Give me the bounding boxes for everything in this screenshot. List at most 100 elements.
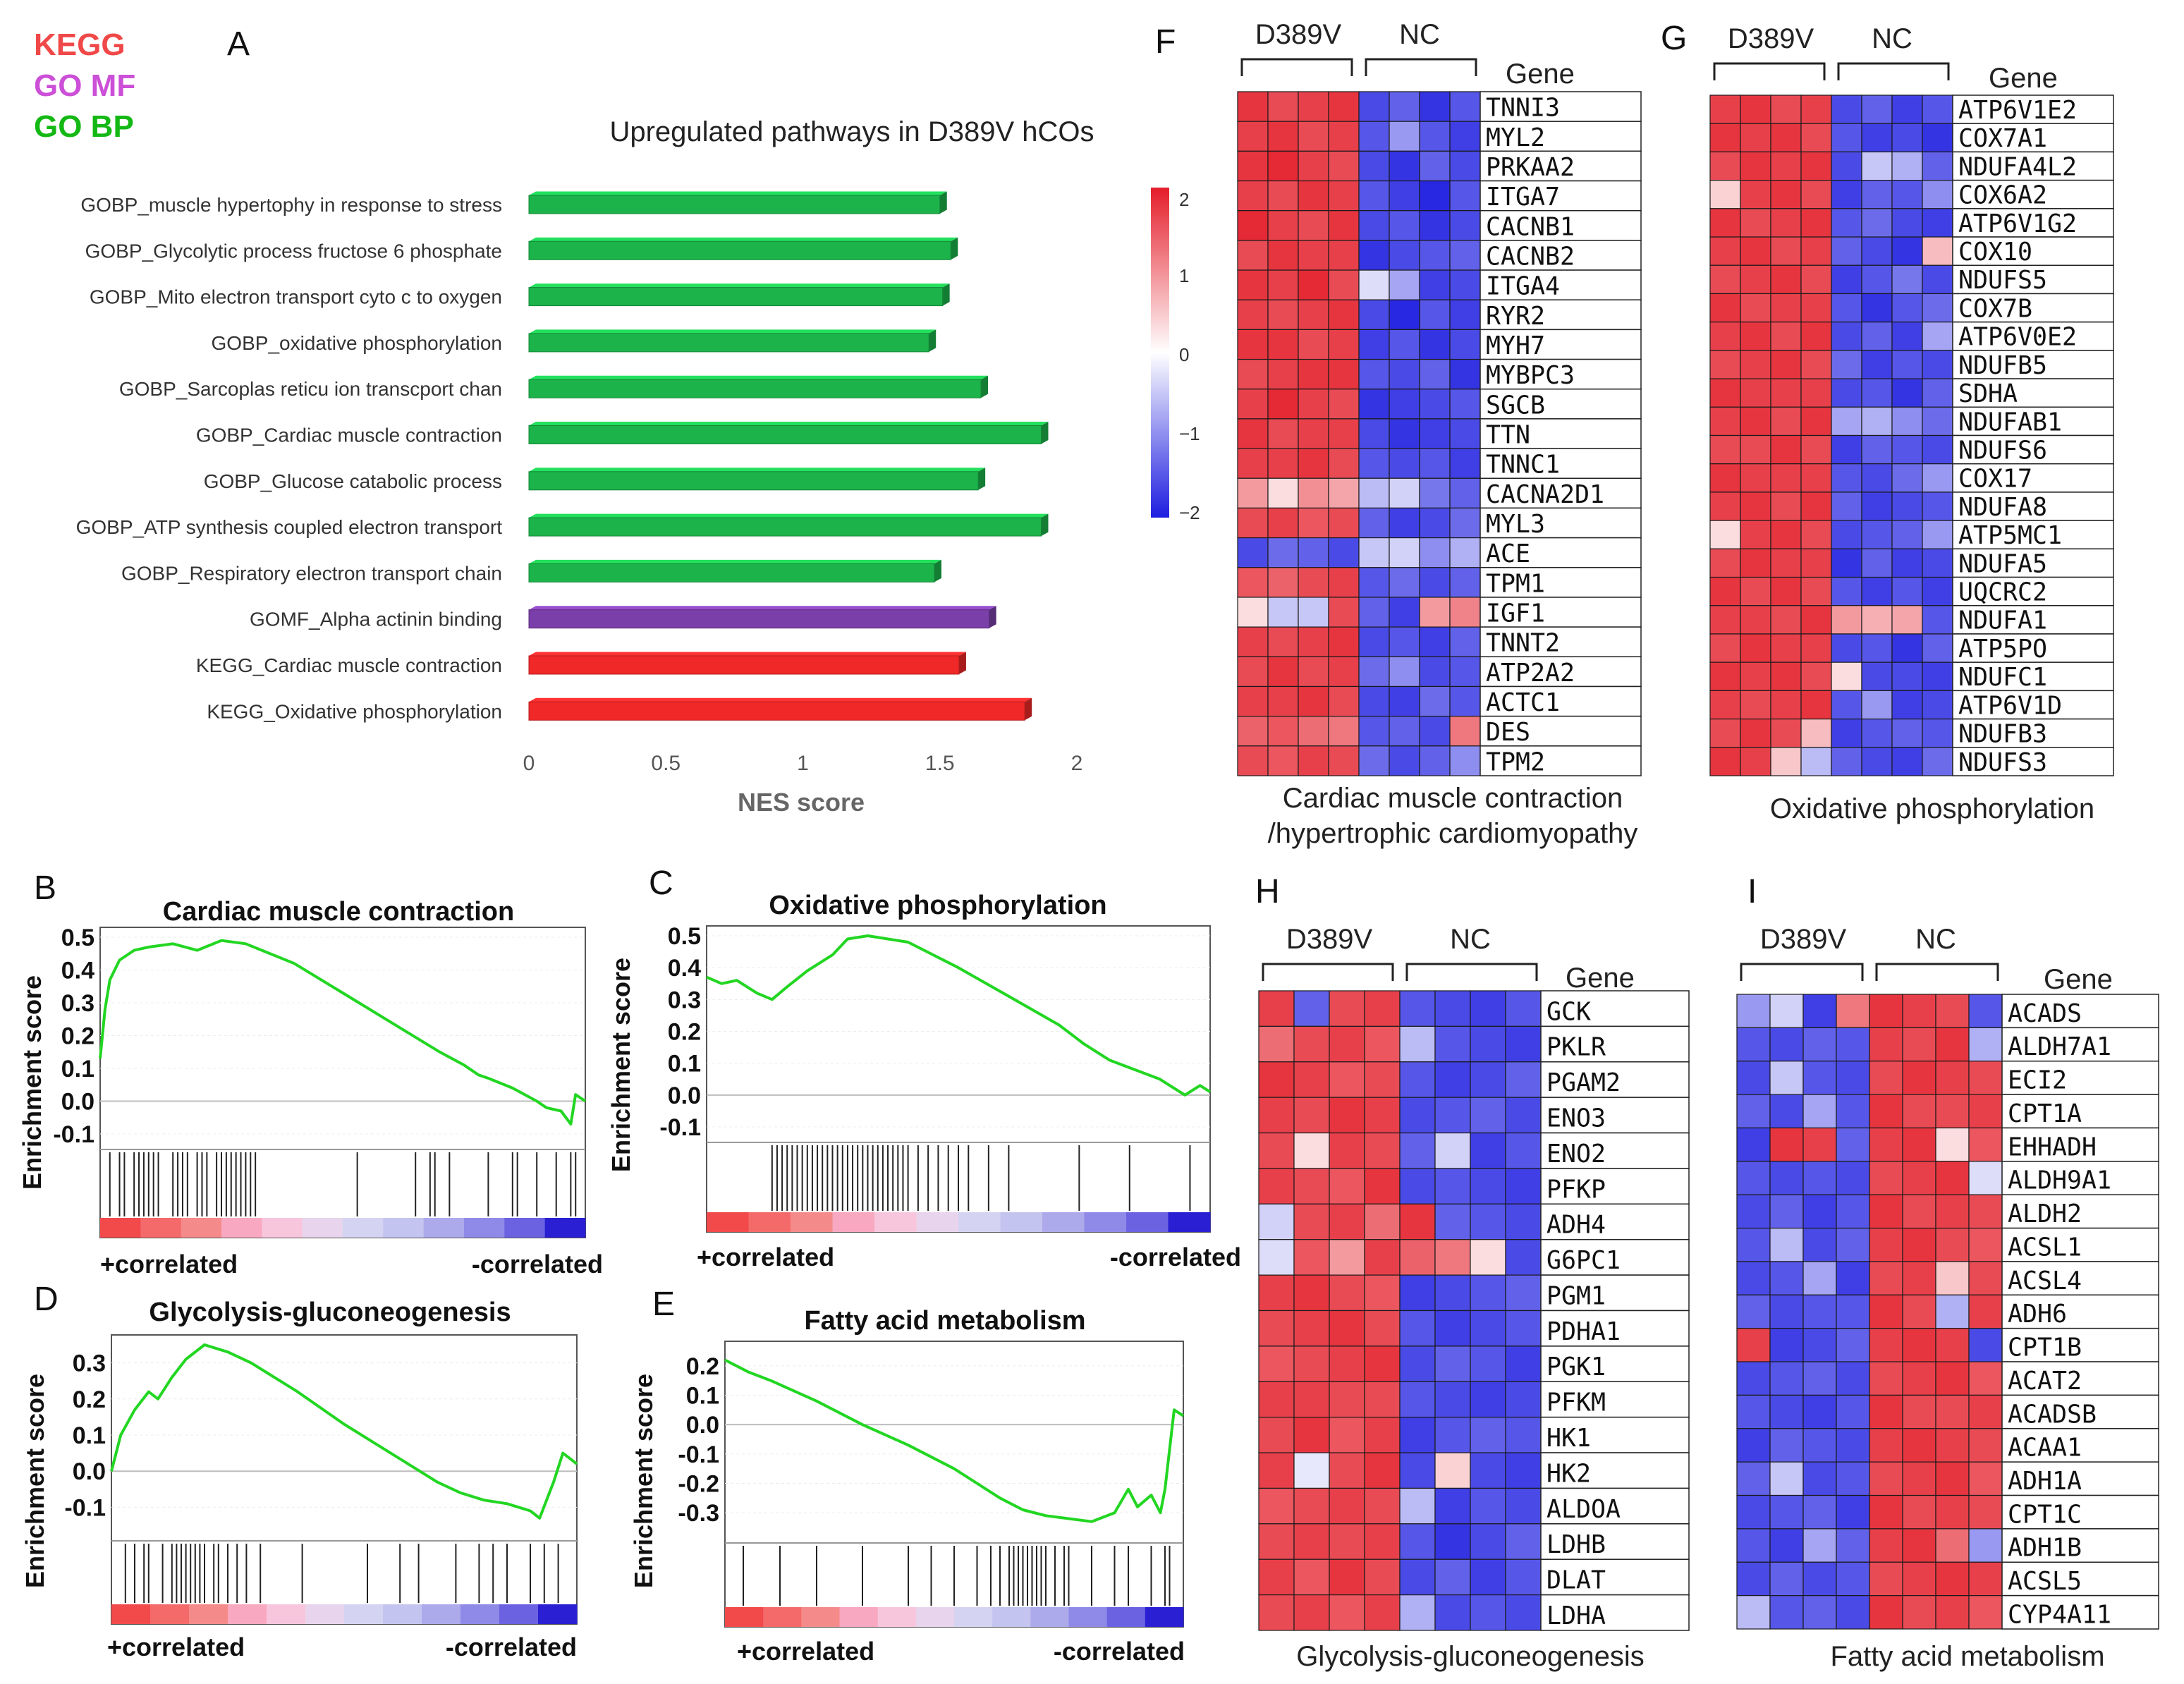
- heatmap-gene-cell: [1540, 1523, 1690, 1560]
- heatmap-cell: [1329, 1417, 1365, 1453]
- heatmap-cell: [1267, 389, 1299, 420]
- panel-letter-b: B: [34, 870, 56, 907]
- heatmap-cell: [1709, 463, 1741, 493]
- heatmap-cell: [1770, 690, 1802, 720]
- heatmap-cell: [1800, 208, 1832, 238]
- heatmap-gene-label: ACADS: [2008, 999, 2082, 1028]
- heatmap-cell: [1328, 567, 1360, 598]
- heatmap-gene-label: IGF1: [1486, 599, 1545, 628]
- heatmap-cell: [1831, 264, 1862, 295]
- heatmap-cell: [1922, 94, 1953, 124]
- heatmap-gene-label: ATP6V1G2: [1958, 209, 2077, 238]
- bar-top-face: [529, 559, 941, 564]
- heatmap-cell: [1298, 745, 1329, 776]
- heatmap-cell: [1328, 716, 1360, 747]
- heatmap-cell: [1891, 434, 1923, 465]
- heatmap-gene-cell: [1952, 264, 2114, 295]
- color-scale-label-neg1: −1: [1179, 423, 1200, 444]
- bar-front-face: [528, 701, 1025, 721]
- heatmap-cell: [1449, 656, 1481, 688]
- heatmap-cell: [1505, 1346, 1542, 1382]
- heatmap-cell: [1935, 1061, 1970, 1095]
- heatmap-gene-label: ECI2: [2008, 1066, 2067, 1095]
- heatmap-gene-label: ALDOA: [1547, 1495, 1621, 1524]
- heatmap-cell: [1329, 1239, 1365, 1276]
- heatmap-cell: [1800, 180, 1832, 209]
- gsea-y-tick-label: 0.0: [61, 1089, 94, 1116]
- heatmap-cell: [1831, 576, 1862, 606]
- heatmap-cell: [1869, 1494, 1903, 1530]
- heatmap-cell: [1419, 329, 1451, 360]
- gsea-rank-strip-segment: [383, 1218, 425, 1238]
- heatmap-cell: [1298, 269, 1329, 300]
- heatmap-cell: [1358, 240, 1390, 271]
- heatmap-cell: [1293, 1061, 1330, 1098]
- heatmap-cell: [1968, 1161, 2003, 1195]
- heatmap-cell: [1709, 94, 1741, 124]
- heatmap-cell: [1237, 121, 1269, 152]
- heatmap-cell: [1736, 1561, 1771, 1597]
- heatmap-caption: /hypertrophic cardiomyopathy: [1268, 818, 1638, 849]
- heatmap-cell: [1267, 656, 1299, 688]
- heatmap-cell: [1298, 389, 1329, 420]
- heatmap-cell: [1329, 1132, 1365, 1169]
- heatmap-cell: [1364, 1452, 1401, 1489]
- heatmap-cell: [1736, 1428, 1771, 1463]
- heatmap-cell: [1831, 520, 1862, 549]
- bar-side-face: [1041, 422, 1049, 444]
- heatmap-gene-label: CPT1A: [2008, 1099, 2082, 1128]
- heatmap-cell: [1298, 210, 1329, 241]
- heatmap-cell: [1769, 1261, 1804, 1295]
- heatmap-cell: [1922, 747, 1953, 776]
- heatmap-cell: [1237, 389, 1269, 420]
- heatmap-cell: [1736, 1595, 1771, 1630]
- heatmap-cell: [1298, 299, 1329, 330]
- heatmap-gene-cell: [1480, 358, 1642, 390]
- gsea-y-tick-label: 0.2: [73, 1386, 106, 1413]
- heatmap-cell: [1736, 1061, 1771, 1095]
- gsea-rank-strip-segment: [707, 1212, 749, 1232]
- heatmap-cell: [1329, 1168, 1365, 1204]
- heatmap-cell: [1861, 293, 1893, 323]
- panel-e-gsea-plot: Fatty acid metabolism 0.2 0.10.0-0.1 -0.2-0…: [629, 1306, 1185, 1666]
- heatmap-cell: [1267, 91, 1299, 122]
- bar-category-label: GOBP_ATP synthesis coupled electron tran…: [76, 516, 503, 538]
- heatmap-cell: [1470, 1025, 1506, 1063]
- heatmap-cell: [1836, 1161, 1870, 1195]
- heatmap-cell: [1298, 121, 1329, 152]
- heatmap-cell: [1802, 1227, 1837, 1262]
- heatmap-cell: [1869, 1561, 1903, 1597]
- heatmap-cell: [1389, 448, 1420, 479]
- heatmap-cell: [1358, 507, 1390, 539]
- heatmap-gene-cell: [1480, 656, 1642, 688]
- heatmap-cell: [1364, 1132, 1401, 1169]
- heatmap-gene-cell: [1540, 1132, 1690, 1169]
- heatmap-gene-label: ACSL5: [2008, 1567, 2082, 1596]
- heatmap-cell: [1869, 1394, 1903, 1429]
- gsea-rank-strip-segment: [228, 1604, 267, 1624]
- bar-front-face: [528, 609, 990, 629]
- heatmap-cell: [1922, 548, 1953, 578]
- heatmap-cell: [1389, 507, 1420, 539]
- gsea-rank-strip-segment: [544, 1218, 586, 1238]
- heatmap-cell: [1740, 718, 1771, 748]
- heatmap-gene-cell: [2001, 1561, 2159, 1597]
- heatmap-cell: [1831, 492, 1862, 521]
- heatmap-cell: [1328, 91, 1360, 122]
- heatmap-cell: [1770, 633, 1802, 663]
- gsea-y-tick-label: 0.2: [668, 1019, 701, 1046]
- heatmap-cell: [1709, 492, 1741, 521]
- heatmap-cell: [1419, 716, 1451, 747]
- heatmap-cell: [1267, 180, 1299, 212]
- heatmap-cell: [1434, 1523, 1471, 1560]
- heatmap-gene-cell: [1952, 576, 2114, 606]
- heatmap-gene-cell: [1540, 1238, 1690, 1276]
- heatmap-gene-cell: [1480, 150, 1642, 182]
- heatmap-cell: [1740, 434, 1771, 465]
- panel-a-x-axis: 0 0.5 1 1.5 2: [523, 752, 1083, 775]
- gsea-rank-strip-segment: [343, 1218, 384, 1238]
- heatmap-cell: [1769, 1461, 1804, 1496]
- heatmap-cell: [1736, 1261, 1771, 1295]
- heatmap-gene-cell: [1540, 1558, 1690, 1596]
- heatmap-gene-label: TNNT2: [1486, 629, 1560, 658]
